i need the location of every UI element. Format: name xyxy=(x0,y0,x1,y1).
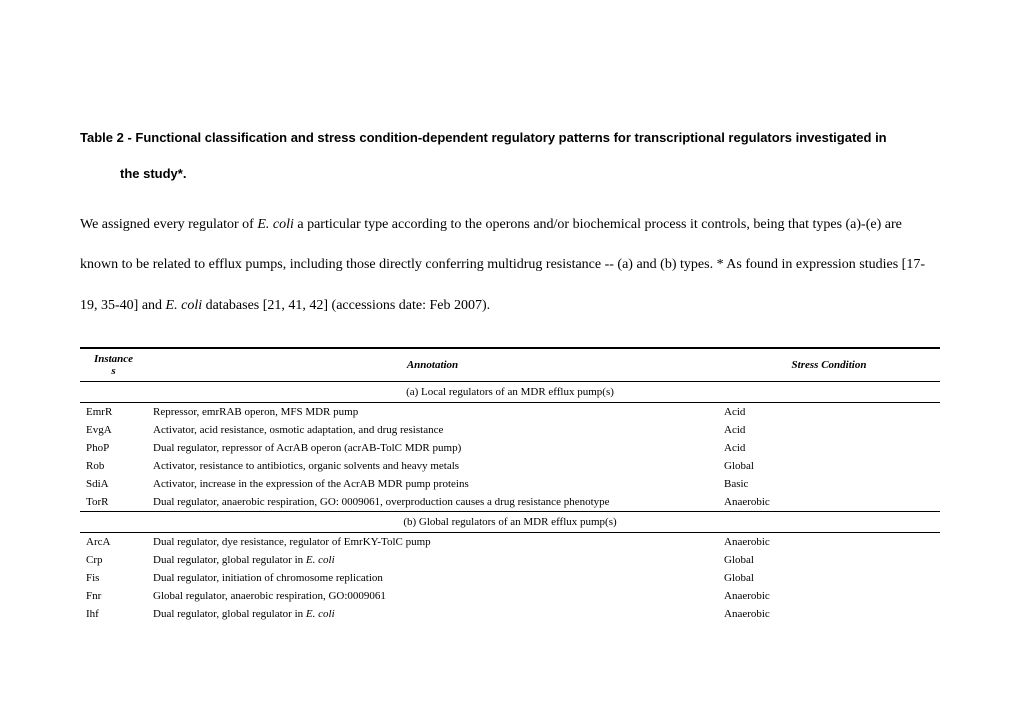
table-row: Fis Dual regulator, initiation of chromo… xyxy=(80,569,940,587)
cell-stress: Anaerobic xyxy=(718,493,940,512)
cell-instance: Fis xyxy=(80,569,147,587)
document-page: Table 2 - Functional classification and … xyxy=(0,0,1020,623)
section-a-header: (a) Local regulators of an MDR efflux pu… xyxy=(80,381,940,402)
cell-instance: PhoP xyxy=(80,439,147,457)
cell-annotation: Dual regulator, dye resistance, regulato… xyxy=(147,532,718,551)
header-annotation: Annotation xyxy=(147,348,718,382)
header-label: s xyxy=(111,365,115,377)
cell-stress: Anaerobic xyxy=(718,605,940,623)
table-row: PhoP Dual regulator, repressor of AcrAB … xyxy=(80,439,940,457)
cell-annotation: Activator, increase in the expression of… xyxy=(147,475,718,493)
cell-stress: Acid xyxy=(718,421,940,439)
table-row: SdiA Activator, increase in the expressi… xyxy=(80,475,940,493)
table-row: Rob Activator, resistance to antibiotics… xyxy=(80,457,940,475)
title-line-2: the study*. xyxy=(80,156,940,192)
cell-annotation: Dual regulator, global regulator in E. c… xyxy=(147,605,718,623)
table-row: EmrR Repressor, emrRAB operon, MFS MDR p… xyxy=(80,402,940,421)
table-row: Ihf Dual regulator, global regulator in … xyxy=(80,605,940,623)
cell-annotation: Dual regulator, anaerobic respiration, G… xyxy=(147,493,718,512)
table-header-row: Instance s Annotation Stress Condition xyxy=(80,348,940,382)
cell-stress: Basic xyxy=(718,475,940,493)
cell-italic: E. coli xyxy=(306,554,335,566)
cell-italic: E. coli xyxy=(306,608,335,620)
caption-text: databases [21, 41, 42] (accessions date:… xyxy=(202,298,490,313)
cell-stress: Global xyxy=(718,569,940,587)
cell-instance: Crp xyxy=(80,551,147,569)
cell-annotation: Activator, resistance to antibiotics, or… xyxy=(147,457,718,475)
cell-instance: Rob xyxy=(80,457,147,475)
table-caption: We assigned every regulator of E. coli a… xyxy=(80,205,940,327)
cell-stress: Acid xyxy=(718,402,940,421)
cell-annotation: Dual regulator, initiation of chromosome… xyxy=(147,569,718,587)
table-row: TorR Dual regulator, anaerobic respirati… xyxy=(80,493,940,512)
section-label: (b) Global regulators of an MDR efflux p… xyxy=(80,511,940,532)
table-row: ArcA Dual regulator, dye resistance, reg… xyxy=(80,532,940,551)
cell-text: Dual regulator, global regulator in xyxy=(153,608,306,620)
cell-stress: Anaerobic xyxy=(718,587,940,605)
cell-instance: SdiA xyxy=(80,475,147,493)
cell-instance: ArcA xyxy=(80,532,147,551)
cell-annotation: Repressor, emrRAB operon, MFS MDR pump xyxy=(147,402,718,421)
cell-instance: Ihf xyxy=(80,605,147,623)
header-stress: Stress Condition xyxy=(718,348,940,382)
caption-text: We assigned every regulator of xyxy=(80,217,257,232)
cell-instance: Fnr xyxy=(80,587,147,605)
table-row: Crp Dual regulator, global regulator in … xyxy=(80,551,940,569)
cell-stress: Global xyxy=(718,457,940,475)
caption-italic: E. coli xyxy=(257,217,294,232)
cell-instance: EmrR xyxy=(80,402,147,421)
header-label: Instance xyxy=(94,353,133,365)
cell-instance: EvgA xyxy=(80,421,147,439)
header-instances: Instance s xyxy=(80,348,147,382)
table-row: EvgA Activator, acid resistance, osmotic… xyxy=(80,421,940,439)
table-row: Fnr Global regulator, anaerobic respirat… xyxy=(80,587,940,605)
cell-stress: Anaerobic xyxy=(718,532,940,551)
cell-instance: TorR xyxy=(80,493,147,512)
cell-annotation: Dual regulator, repressor of AcrAB opero… xyxy=(147,439,718,457)
regulators-table: Instance s Annotation Stress Condition (… xyxy=(80,347,940,623)
caption-italic: E. coli xyxy=(166,298,203,313)
section-label: (a) Local regulators of an MDR efflux pu… xyxy=(80,381,940,402)
cell-annotation: Dual regulator, global regulator in E. c… xyxy=(147,551,718,569)
cell-text: Dual regulator, global regulator in xyxy=(153,554,306,566)
table-title: Table 2 - Functional classification and … xyxy=(80,120,940,193)
cell-stress: Acid xyxy=(718,439,940,457)
cell-stress: Global xyxy=(718,551,940,569)
title-line-1: Table 2 - Functional classification and … xyxy=(80,120,940,156)
cell-annotation: Activator, acid resistance, osmotic adap… xyxy=(147,421,718,439)
section-b-header: (b) Global regulators of an MDR efflux p… xyxy=(80,511,940,532)
cell-annotation: Global regulator, anaerobic respiration,… xyxy=(147,587,718,605)
